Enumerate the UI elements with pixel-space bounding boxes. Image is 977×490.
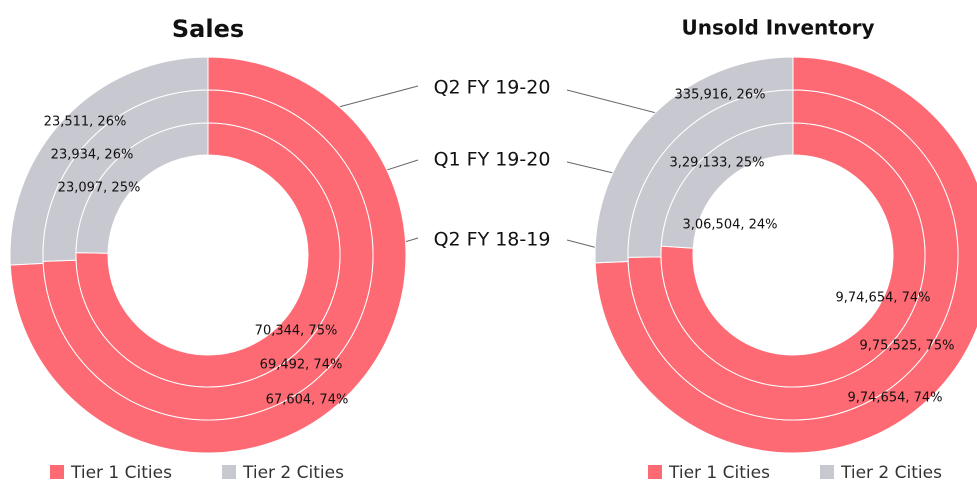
legend-label: Tier 1 Cities bbox=[668, 463, 770, 483]
data-label: 23,097, 25% bbox=[58, 181, 141, 196]
legend-label: Tier 2 Cities bbox=[840, 463, 942, 483]
leader-line bbox=[334, 85, 419, 109]
data-label: 23,934, 26% bbox=[51, 148, 134, 163]
legend-swatch bbox=[820, 465, 834, 479]
data-label: 9,74,654, 74% bbox=[847, 391, 942, 406]
ring-label: Q1 FY 19-20 bbox=[434, 149, 551, 171]
data-label: 3,06,504, 24% bbox=[682, 218, 777, 233]
data-label: 9,75,525, 75% bbox=[859, 339, 954, 354]
ring-label: Q2 FY 18-19 bbox=[434, 229, 551, 251]
data-label: 70,344, 75% bbox=[255, 324, 338, 339]
data-label: 69,492, 74% bbox=[260, 358, 343, 373]
donut-segment bbox=[75, 122, 341, 388]
legend-label: Tier 2 Cities bbox=[242, 463, 344, 483]
leader-line bbox=[566, 89, 669, 117]
donut-segment bbox=[660, 122, 794, 249]
ring-label: Q2 FY 19-20 bbox=[434, 77, 551, 99]
donut-segment bbox=[75, 122, 209, 254]
chart-title: Sales bbox=[172, 15, 244, 43]
data-label: 9,74,654, 74% bbox=[835, 291, 930, 306]
donut-segment bbox=[660, 122, 926, 388]
data-label: 23,511, 26% bbox=[44, 115, 127, 130]
chart-title: Unsold Inventory bbox=[682, 16, 875, 40]
legend-swatch bbox=[50, 465, 64, 479]
data-label: 335,916, 26% bbox=[675, 88, 766, 103]
legend-swatch bbox=[222, 465, 236, 479]
data-label: 3,29,133, 25% bbox=[669, 156, 764, 171]
legend-swatch bbox=[648, 465, 662, 479]
legend-label: Tier 1 Cities bbox=[70, 463, 172, 483]
data-label: 67,604, 74% bbox=[266, 393, 349, 408]
